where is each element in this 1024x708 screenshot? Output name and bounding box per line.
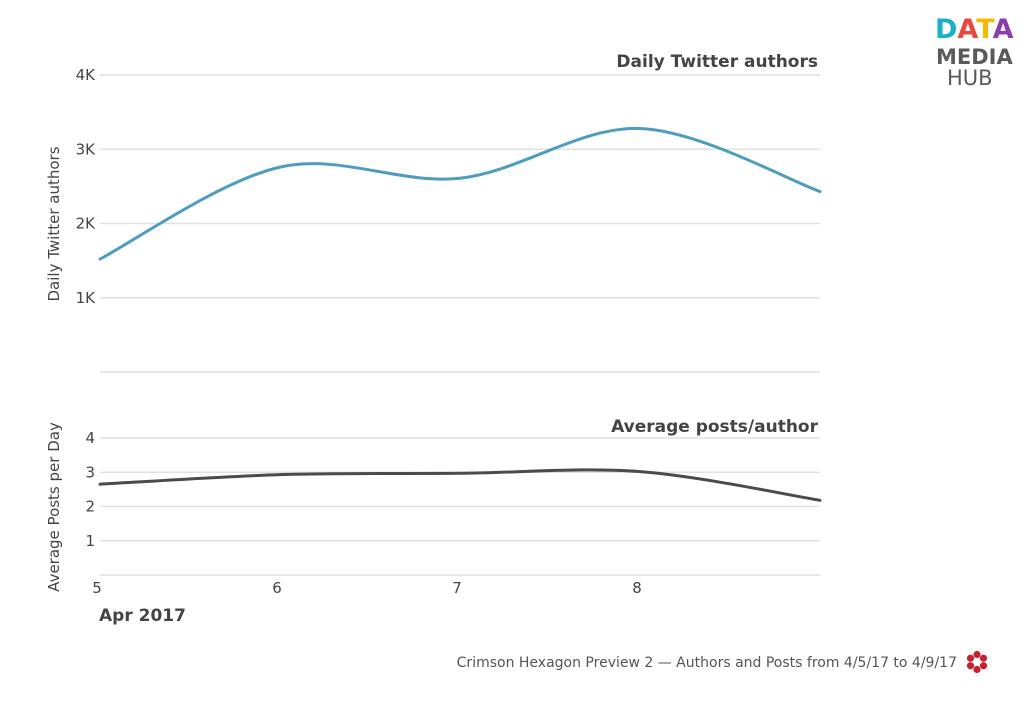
bottom-panel-title: Average posts/author (611, 417, 819, 437)
logo-media-text: MEDIA (936, 45, 1013, 69)
chart-caption: Crimson Hexagon Preview 2 — Authors and … (457, 655, 957, 671)
logo-hub-text: HUB (947, 66, 993, 90)
top-y-tick-label: 1K (76, 289, 97, 307)
bottom-series-line (98, 468, 822, 502)
data-media-hub-logo: DATA MEDIA HUB (935, 14, 1014, 90)
top-y-tick-label: 4K (76, 66, 97, 84)
bottom-y-tick-label: 1 (85, 532, 95, 550)
top-y-tick-label: 3K (76, 140, 97, 158)
bottom-y-tick-label: 3 (85, 463, 95, 481)
top-panel-title: Daily Twitter authors (616, 52, 818, 72)
x-tick-label: 8 (632, 579, 642, 597)
bottom-y-tick-label: 4 (85, 429, 95, 447)
top-y-axis-label: Daily Twitter authors (45, 146, 63, 301)
bottom-y-tick-label: 2 (85, 498, 95, 516)
bottom-y-axis-label: Average Posts per Day (45, 422, 63, 592)
x-tick-label: 7 (452, 579, 462, 597)
x-tick-label: 5 (92, 579, 102, 597)
top-series-line (98, 126, 822, 261)
x-tick-label: 6 (272, 579, 282, 597)
top-y-tick-label: 2K (76, 215, 97, 233)
logo-data-text: DATA (935, 14, 1014, 45)
crimson-hexagon-logo-icon (966, 650, 988, 674)
x-axis-month-label: Apr 2017 (99, 606, 186, 626)
